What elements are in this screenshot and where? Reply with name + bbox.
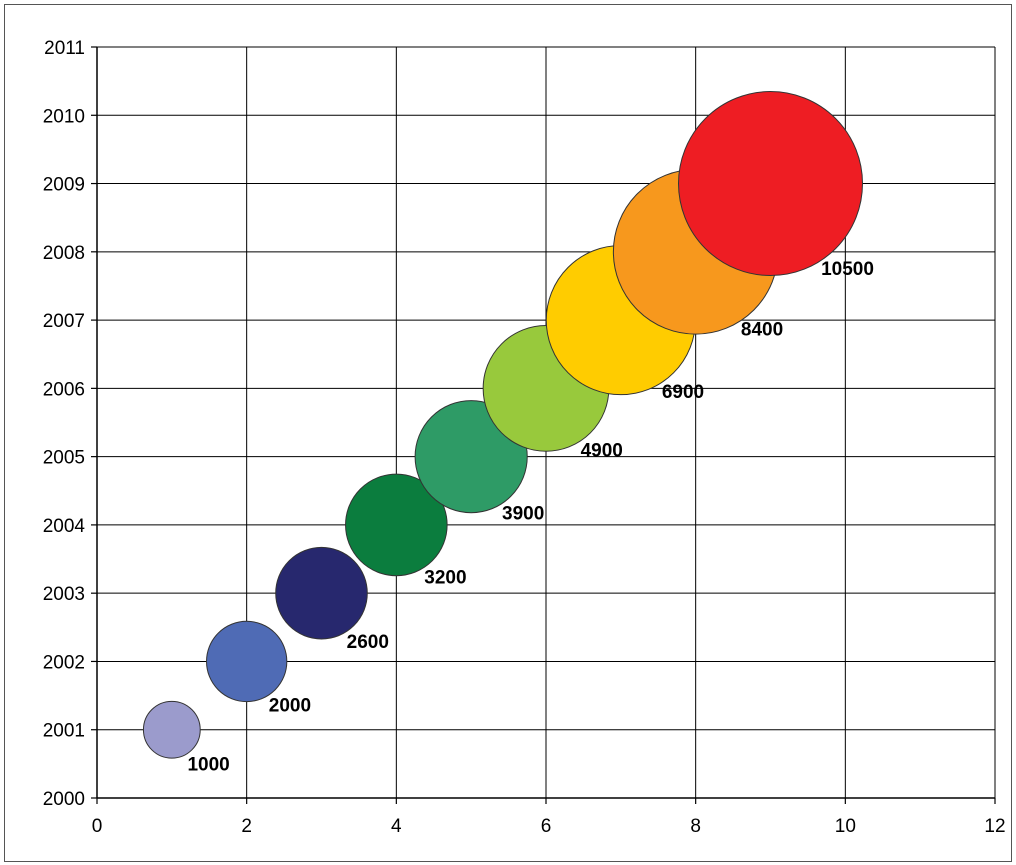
chart-frame: 2000 2001 2002 2003 2004 2005 2006 2007 2008 2009…	[4, 4, 1012, 862]
bubble-8	[679, 92, 863, 276]
y-tick-label-0: 2000	[43, 789, 85, 810]
bubble-label-1: 2000	[269, 696, 311, 717]
bubble-label-5: 4900	[581, 441, 623, 462]
bubble-label-4: 3900	[502, 503, 544, 524]
x-tick-label-4: 8	[690, 816, 701, 837]
y-tick-label-8: 2008	[43, 243, 85, 264]
x-tick-label-3: 6	[541, 816, 552, 837]
bubble-1	[207, 621, 287, 701]
bubble-chart: 2000 2001 2002 2003 2004 2005 2006 2007 2008 2009…	[5, 5, 1013, 863]
bubble-label-7: 8400	[741, 320, 783, 341]
x-tick-label-6: 12	[984, 816, 1005, 837]
bubble-label-3: 3200	[424, 568, 466, 589]
y-tick-label-3: 2003	[43, 584, 85, 605]
y-tick-label-7: 2007	[43, 311, 85, 332]
x-tick-label-0: 0	[92, 816, 103, 837]
y-tick-label-9: 2009	[43, 175, 85, 196]
y-tick-label-11: 2011	[44, 38, 85, 59]
y-tick-label-1: 2001	[43, 721, 85, 742]
y-tick-label-5: 2005	[43, 448, 85, 469]
x-tick-label-5: 10	[835, 816, 856, 837]
bubble-0	[143, 701, 200, 758]
bubble-label-8: 10500	[821, 259, 874, 280]
y-tick-label-6: 2006	[43, 379, 85, 400]
x-tick-label-2: 4	[391, 816, 402, 837]
y-tick-label-10: 2010	[43, 106, 85, 127]
y-tick-label-4: 2004	[43, 516, 86, 537]
bubble-label-2: 2600	[347, 632, 389, 653]
x-tick-label-1: 2	[241, 816, 252, 837]
y-tick-label-2: 2002	[43, 652, 85, 673]
bubble-2	[276, 547, 368, 639]
bubbles	[143, 92, 862, 759]
bubble-label-0: 1000	[187, 754, 229, 775]
bubble-label-6: 6900	[662, 382, 704, 403]
